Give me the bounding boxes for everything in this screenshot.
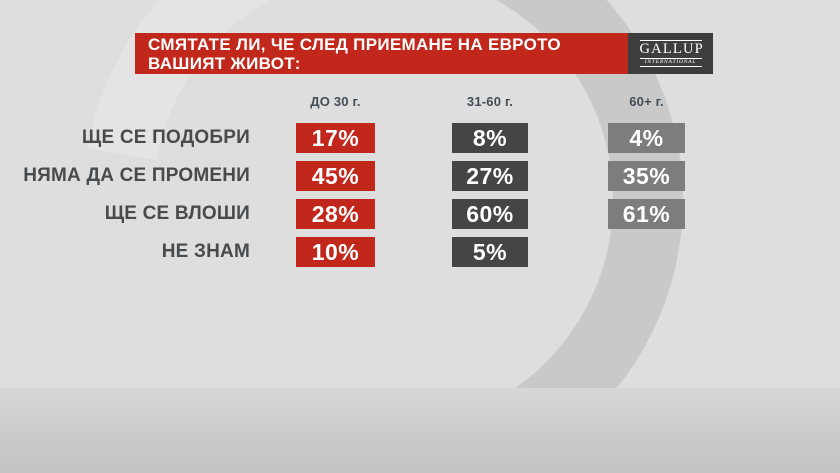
value-dont-know-31-60: 5% [452, 237, 528, 267]
floor-band [0, 388, 840, 473]
value-no-change-31-60: 27% [452, 161, 528, 191]
value-no-change-60-plus: 35% [608, 161, 685, 191]
value-worsen-31-60: 60% [452, 199, 528, 229]
value-worsen-60-plus: 61% [608, 199, 685, 229]
value-improve-under-30: 17% [296, 123, 375, 153]
question-title-line2: ВАШИЯТ ЖИВОТ: [148, 53, 301, 73]
logo-wordmark: GALLUP [639, 39, 704, 57]
col-header-31-60: 31-60 г. [466, 94, 514, 109]
value-improve-60-plus: 4% [608, 123, 685, 153]
row-label-dont-know: НЕ ЗНАМ [161, 241, 250, 262]
col-header-60-plus: 60+ г. [629, 94, 664, 109]
row-label-no-change: НЯМА ДА СЕ ПРОМЕНИ [23, 165, 250, 186]
row-label-improve: ЩЕ СЕ ПОДОБРИ [81, 127, 250, 148]
col-header-under-30: ДО 30 г. [310, 94, 361, 109]
logo-subtitle: INTERNATIONAL [639, 57, 702, 68]
title-banner: СМЯТАТЕ ЛИ, ЧЕ СЛЕД ПРИЕМАНЕ НА ЕВРОТО В… [135, 33, 713, 74]
question-title-line1: СМЯТАТЕ ЛИ, ЧЕ СЛЕД ПРИЕМАНЕ НА ЕВРОТО [148, 34, 561, 54]
row-label-worsen: ЩЕ СЕ ВЛОШИ [104, 203, 250, 224]
background-ring-arc-dark [359, 0, 683, 473]
gallup-logo: GALLUP INTERNATIONAL [628, 33, 713, 74]
gallup-logo-inner: GALLUP INTERNATIONAL [639, 39, 704, 68]
background-ring-arc-light [87, 0, 270, 161]
value-improve-31-60: 8% [452, 123, 528, 153]
question-title: СМЯТАТЕ ЛИ, ЧЕ СЛЕД ПРИЕМАНЕ НА ЕВРОТО В… [135, 33, 628, 74]
value-dont-know-under-30: 10% [296, 237, 375, 267]
value-no-change-under-30: 45% [296, 161, 375, 191]
value-worsen-under-30: 28% [296, 199, 375, 229]
